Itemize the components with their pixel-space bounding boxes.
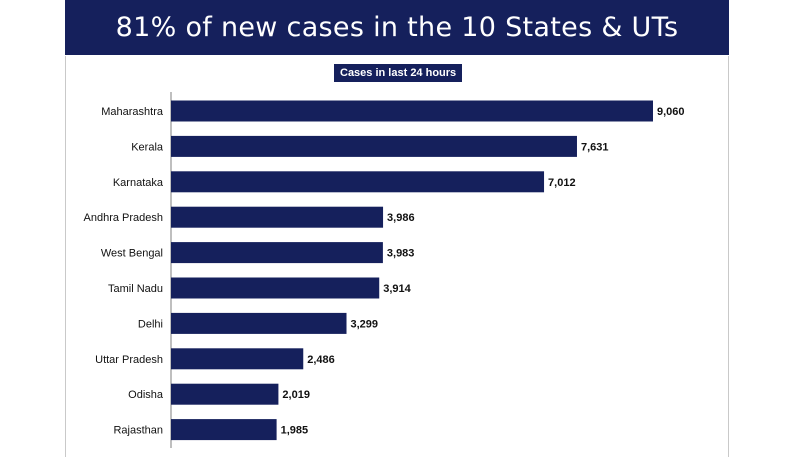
value-label: 7,631 xyxy=(581,141,609,153)
value-label: 3,914 xyxy=(383,283,411,295)
category-label: Tamil Nadu xyxy=(108,283,163,295)
bar-maharashtra xyxy=(171,100,653,122)
bar-rajasthan xyxy=(171,419,277,441)
bar-delhi xyxy=(171,312,347,334)
bar-andhra-pradesh xyxy=(171,206,384,228)
bar-west-bengal xyxy=(171,242,383,264)
bar-tamil-nadu xyxy=(171,277,380,299)
left-border xyxy=(65,56,66,457)
value-label: 3,983 xyxy=(387,248,415,260)
value-label: 9,060 xyxy=(657,106,685,118)
category-label: Odisha xyxy=(128,389,164,401)
banner-title: 81% of new cases in the 10 States & UTs xyxy=(115,12,679,43)
value-label: 3,986 xyxy=(387,212,415,224)
bar-uttar-pradesh xyxy=(171,348,304,370)
chart-subtitle-box: Cases in last 24 hours xyxy=(334,64,463,82)
value-label: 2,486 xyxy=(307,354,335,366)
bar-odisha xyxy=(171,383,279,405)
category-label: Maharashtra xyxy=(101,106,164,118)
bar-karnataka xyxy=(171,171,545,193)
bar-kerala xyxy=(171,135,577,157)
right-border xyxy=(728,56,729,457)
value-label: 7,012 xyxy=(548,177,576,189)
category-label: Rajasthan xyxy=(113,425,163,437)
category-label: Andhra Pradesh xyxy=(84,212,164,224)
category-label: West Bengal xyxy=(101,248,163,260)
category-label: Delhi xyxy=(138,318,163,330)
value-label: 1,985 xyxy=(281,425,309,437)
category-label: Karnataka xyxy=(113,177,164,189)
chart-title: Cases in last 24 hours xyxy=(340,67,457,79)
value-label: 3,299 xyxy=(351,318,379,330)
value-label: 2,019 xyxy=(282,389,310,401)
category-label: Uttar Pradesh xyxy=(95,354,163,366)
title-banner: 81% of new cases in the 10 States & UTs xyxy=(65,0,729,55)
category-label: Kerala xyxy=(131,141,164,153)
